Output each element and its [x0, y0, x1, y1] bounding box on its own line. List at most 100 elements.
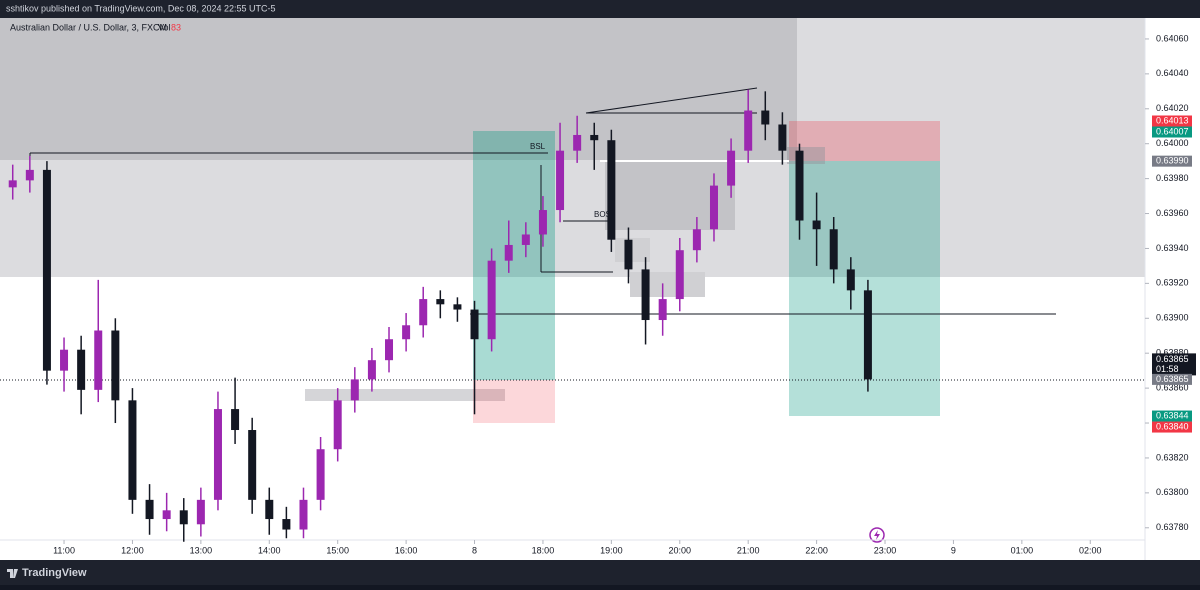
- x-tick-label: 22:00: [805, 545, 828, 555]
- y-tick-label: 0.63900: [1156, 313, 1189, 323]
- price-badge: [1152, 410, 1192, 422]
- candle-body: [846, 269, 855, 291]
- x-tick-label: 13:00: [190, 545, 213, 555]
- candle-body: [265, 499, 274, 520]
- y-tick-label: 0.63960: [1156, 208, 1189, 218]
- candle-body: [282, 519, 291, 530]
- legend-symbol: Australian Dollar / U.S. Dollar, 3, FXCM: [10, 22, 167, 32]
- candle-body: [624, 239, 633, 270]
- candle-body: [675, 250, 684, 300]
- candle-body: [761, 110, 770, 125]
- x-tick-label: 15:00: [326, 545, 349, 555]
- zone: [630, 272, 705, 297]
- candle-body: [590, 134, 599, 141]
- candle-body: [385, 339, 394, 361]
- annotation: BSL: [530, 142, 546, 151]
- y-tick-label: 0.63780: [1156, 522, 1189, 532]
- candle-body: [77, 349, 86, 390]
- x-tick-label: 19:00: [600, 545, 623, 555]
- candle-body: [727, 150, 736, 186]
- candle-body: [538, 210, 547, 235]
- candle-body: [162, 510, 171, 520]
- price-badge-label: 0.63865: [1156, 354, 1189, 364]
- price-badge-label: 0.63840: [1156, 421, 1189, 431]
- candle-body: [231, 409, 240, 431]
- zone: [0, 18, 797, 160]
- bottom-bar: [0, 560, 1200, 585]
- y-tick-label: 0.64040: [1156, 68, 1189, 78]
- price-badge: [1152, 353, 1196, 376]
- x-tick-label: 21:00: [737, 545, 760, 555]
- candle-body: [60, 349, 69, 371]
- logo: [7, 569, 18, 578]
- candle-body: [42, 169, 51, 371]
- legend-vol-value: 83: [171, 22, 181, 32]
- candle-body: [863, 290, 872, 380]
- y-tick-label: 0.63920: [1156, 278, 1189, 288]
- position-loss: [473, 380, 555, 423]
- y-tick-label: 0.63980: [1156, 173, 1189, 183]
- candle-body: [487, 260, 496, 340]
- candle-body: [402, 325, 411, 340]
- candle-body: [812, 220, 821, 230]
- x-tick-label: 16:00: [395, 545, 418, 555]
- candle-body: [795, 150, 804, 221]
- price-badge-label: 0.63990: [1156, 156, 1189, 166]
- y-tick-label: 0.64000: [1156, 138, 1189, 148]
- candle-body: [436, 299, 445, 305]
- candle-body: [350, 379, 359, 401]
- footer-brand: TradingView: [22, 567, 87, 579]
- candle-body: [299, 499, 308, 530]
- y-tick-label: 0.63860: [1156, 382, 1189, 392]
- candle-body: [248, 430, 257, 500]
- x-tick-label: 11:00: [53, 545, 75, 555]
- trend-line: [585, 87, 758, 114]
- countdown: 01:58: [1156, 364, 1179, 374]
- x-tick-label: 14:00: [258, 545, 281, 555]
- zone: [615, 238, 650, 262]
- candle-body: [179, 510, 188, 525]
- x-tick-label: 9: [951, 545, 956, 555]
- x-tick-label: 12:00: [121, 545, 144, 555]
- candle-body: [641, 269, 650, 321]
- drawings: BSL BOS: [0, 18, 1145, 543]
- candle-body: [744, 110, 753, 151]
- top-bar: [0, 0, 1200, 18]
- candle-body: [145, 499, 154, 520]
- x-tick-label: 23:00: [874, 545, 897, 555]
- price-badge: [1152, 421, 1192, 433]
- header-text: sshtikov published on TradingView.com, D…: [6, 3, 276, 13]
- candle-body: [111, 330, 120, 401]
- candle-body: [128, 400, 137, 500]
- event-icon: [869, 527, 885, 543]
- x-tick-label: 01:00: [1011, 545, 1034, 555]
- zone: [787, 147, 825, 164]
- price-badge-label: 0.64007: [1156, 126, 1189, 136]
- candle-body: [8, 180, 17, 188]
- candle-body: [556, 150, 565, 211]
- candle-body: [213, 409, 222, 500]
- candle-body: [196, 499, 205, 525]
- y-tick-label: 0.64020: [1156, 103, 1189, 113]
- price-badge: [1152, 115, 1192, 127]
- candle-body: [658, 299, 667, 321]
- candle-body: [453, 304, 462, 310]
- candle-body: [419, 299, 428, 326]
- position-profit: [473, 131, 555, 380]
- price-badge: [1152, 126, 1192, 138]
- candle-body: [709, 185, 718, 230]
- y-tick-label: 0.63940: [1156, 243, 1189, 253]
- candle-body: [521, 234, 530, 245]
- candle-body: [504, 244, 513, 261]
- candle-body: [607, 140, 616, 240]
- candle-body: [94, 330, 103, 390]
- candle-body: [573, 134, 582, 151]
- y-tick-label: 0.63880: [1156, 348, 1189, 358]
- candle-body: [470, 309, 479, 340]
- price-badge: [1152, 155, 1192, 167]
- annotation: BOS: [594, 210, 611, 219]
- y-tick-label: 0.64060: [1156, 33, 1189, 43]
- price-badge-label: 0.63844: [1156, 410, 1189, 420]
